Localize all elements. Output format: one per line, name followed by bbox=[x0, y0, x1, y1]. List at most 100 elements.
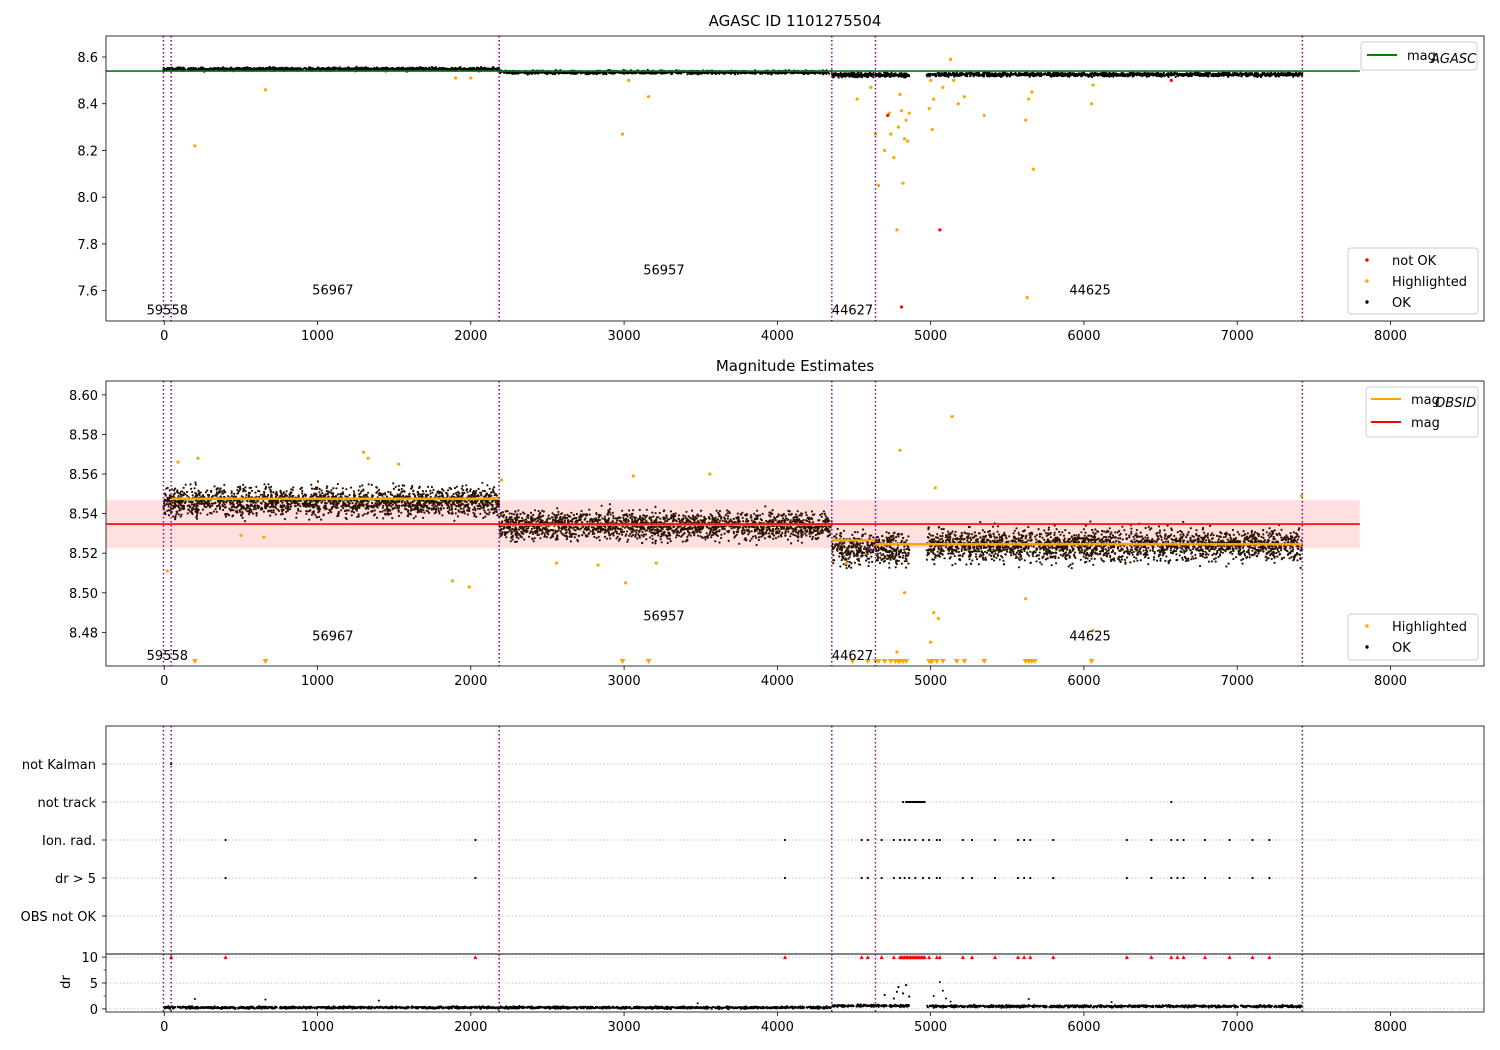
ok-point bbox=[1113, 72, 1117, 75]
ok-point bbox=[928, 73, 931, 76]
ok-point bbox=[206, 513, 209, 516]
ok-point bbox=[1225, 73, 1228, 77]
ok-point bbox=[360, 66, 363, 69]
ok-point bbox=[458, 492, 461, 495]
ok-point bbox=[1096, 74, 1099, 77]
y-tick-label: 8.6 bbox=[77, 51, 98, 66]
ok-point bbox=[670, 71, 674, 74]
ok-point bbox=[247, 66, 250, 69]
ok-point bbox=[456, 67, 459, 70]
ok-point bbox=[1209, 72, 1212, 75]
ok-point bbox=[713, 71, 716, 74]
legend-label: not OK bbox=[1392, 254, 1437, 269]
x-tick-label: 7000 bbox=[1221, 329, 1254, 344]
ok-point bbox=[425, 490, 428, 493]
highlighted-point bbox=[896, 125, 901, 129]
ok-point bbox=[1055, 72, 1058, 75]
ok-point bbox=[412, 67, 415, 70]
ok-point bbox=[1285, 73, 1288, 76]
ok-point bbox=[961, 72, 964, 75]
ok-point bbox=[211, 68, 214, 71]
ok-point bbox=[349, 506, 352, 509]
ok-point bbox=[268, 65, 271, 69]
ok-point bbox=[466, 491, 469, 494]
ok-point bbox=[887, 74, 890, 77]
ok-point bbox=[1119, 74, 1122, 77]
ok-point bbox=[983, 72, 986, 75]
ok-point bbox=[893, 75, 896, 78]
ok-point bbox=[979, 74, 982, 77]
ok-point bbox=[528, 72, 531, 75]
ok-point bbox=[215, 491, 218, 494]
ok-point bbox=[340, 67, 343, 71]
ok-point bbox=[297, 499, 300, 502]
ok-point bbox=[1078, 73, 1081, 76]
ok-point bbox=[965, 71, 968, 75]
ok-point bbox=[648, 71, 651, 74]
highlighted-point bbox=[899, 109, 904, 113]
ok-point bbox=[165, 68, 168, 71]
ok-point bbox=[986, 72, 989, 75]
ok-point bbox=[1169, 73, 1172, 77]
ok-point bbox=[194, 481, 197, 484]
ok-point bbox=[288, 495, 291, 498]
ok-point bbox=[360, 490, 363, 493]
highlighted-point bbox=[1030, 90, 1034, 94]
ok-point bbox=[810, 71, 813, 75]
ok-point bbox=[1139, 73, 1143, 76]
ok-point bbox=[367, 511, 370, 514]
ok-point bbox=[256, 504, 259, 507]
ok-point bbox=[252, 512, 255, 515]
ok-point bbox=[993, 72, 996, 75]
ok-point bbox=[1294, 72, 1297, 76]
ok-point bbox=[1162, 73, 1165, 76]
ok-point bbox=[1061, 72, 1064, 75]
ok-point bbox=[1218, 72, 1221, 75]
ok-point bbox=[690, 71, 693, 74]
ok-point bbox=[480, 66, 483, 69]
ok-point bbox=[242, 483, 245, 486]
ok-point bbox=[391, 517, 394, 520]
highlighted-point bbox=[904, 118, 908, 122]
ok-point bbox=[361, 514, 364, 517]
ok-point bbox=[225, 67, 228, 70]
ok-point bbox=[422, 506, 425, 509]
ok-point bbox=[468, 67, 471, 71]
ok-point bbox=[1167, 72, 1170, 75]
ok-point bbox=[1103, 74, 1106, 77]
ok-point bbox=[172, 67, 175, 71]
ok-point bbox=[252, 67, 256, 70]
ok-point bbox=[268, 486, 271, 489]
ok-point bbox=[270, 485, 273, 488]
panel-magnitude-estimates: Magnitude Estimates 59558569675695744627… bbox=[69, 357, 1485, 689]
ok-point bbox=[1107, 72, 1111, 75]
ok-point bbox=[494, 501, 497, 504]
ok-point bbox=[985, 74, 989, 77]
ok-point bbox=[1121, 73, 1124, 76]
ok-point bbox=[879, 72, 882, 75]
ok-point bbox=[282, 492, 285, 495]
ok-point bbox=[863, 72, 867, 75]
legend-label: OK bbox=[1392, 296, 1411, 311]
ok-point bbox=[561, 72, 564, 75]
ok-point bbox=[549, 71, 552, 74]
x-tick-label: 8000 bbox=[1374, 329, 1407, 344]
ok-point bbox=[1068, 73, 1071, 76]
ok-point bbox=[1089, 72, 1092, 75]
ok-point bbox=[1263, 73, 1266, 76]
ok-point bbox=[1240, 73, 1243, 76]
highlighted-point bbox=[941, 85, 945, 89]
ok-point bbox=[178, 68, 181, 71]
ok-point bbox=[285, 490, 288, 493]
ok-point bbox=[1296, 74, 1299, 77]
ok-point bbox=[1251, 72, 1254, 75]
ok-point bbox=[318, 67, 321, 71]
ok-point bbox=[487, 508, 490, 511]
ok-point bbox=[1055, 74, 1058, 77]
ok-point bbox=[885, 73, 888, 76]
obsid-label: 44627 bbox=[832, 303, 873, 318]
ok-point bbox=[175, 67, 178, 70]
ok-point bbox=[448, 486, 451, 489]
ok-point bbox=[178, 506, 181, 510]
